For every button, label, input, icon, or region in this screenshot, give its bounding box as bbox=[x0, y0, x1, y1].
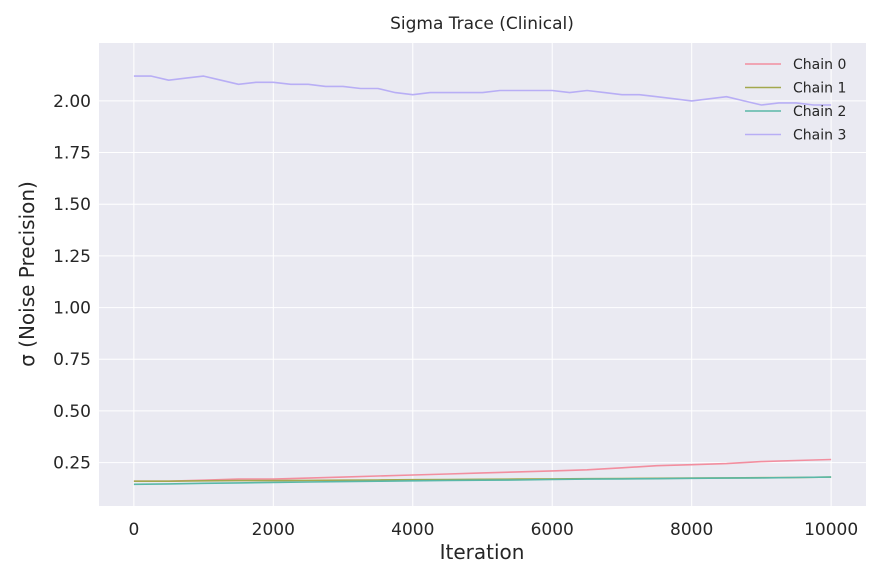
chart-title: Sigma Trace (Clinical) bbox=[390, 14, 574, 34]
x-tick-label: 4000 bbox=[391, 520, 434, 540]
legend: Chain 0 Chain 1 Chain 2 Chain 3 bbox=[745, 57, 846, 144]
series-line-chain-0 bbox=[133, 458, 832, 483]
x-tick-label: 8000 bbox=[670, 520, 713, 540]
gridlines bbox=[99, 43, 866, 506]
y-tick-label: 2.00 bbox=[53, 92, 91, 112]
y-tick-label: 0.50 bbox=[53, 402, 91, 422]
y-tick-label: 0.25 bbox=[53, 454, 91, 474]
x-tick-label: 2000 bbox=[252, 520, 295, 540]
y-tick-label: 1.25 bbox=[53, 247, 91, 267]
series-line-chain-3 bbox=[133, 75, 832, 106]
x-tick-labels: 0 2000 4000 6000 8000 10000 bbox=[128, 520, 858, 540]
legend-label-chain-2: Chain 2 bbox=[793, 104, 846, 120]
x-tick-label: 6000 bbox=[531, 520, 574, 540]
legend-label-chain-1: Chain 1 bbox=[793, 81, 846, 97]
series-line-chain-2 bbox=[133, 476, 832, 486]
y-tick-label: 1.00 bbox=[53, 299, 91, 319]
y-axis-label: σ (Noise Precision) bbox=[15, 181, 39, 367]
y-tick-labels: 0.25 0.50 0.75 1.00 1.25 1.50 1.75 2.00 bbox=[53, 92, 91, 474]
x-tick-label: 10000 bbox=[804, 520, 858, 540]
x-tick-label: 0 bbox=[128, 520, 139, 540]
x-axis-label: Iteration bbox=[440, 540, 525, 564]
legend-label-chain-0: Chain 0 bbox=[793, 57, 846, 73]
series-layer bbox=[133, 75, 832, 486]
y-tick-label: 1.50 bbox=[53, 195, 91, 215]
y-tick-label: 1.75 bbox=[53, 144, 91, 164]
plot-area bbox=[99, 43, 866, 506]
y-tick-label: 0.75 bbox=[53, 350, 91, 370]
legend-label-chain-3: Chain 3 bbox=[793, 128, 846, 144]
